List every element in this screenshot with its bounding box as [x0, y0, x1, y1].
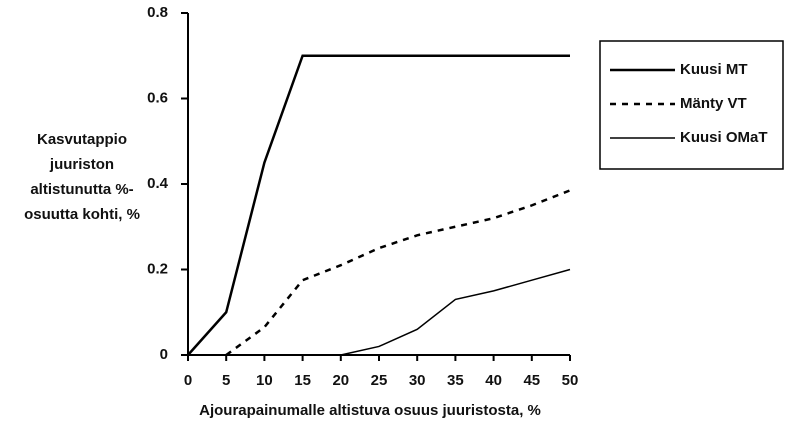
- y-tick-label: 0.6: [147, 89, 168, 106]
- legend-label: Kuusi OMaT: [680, 129, 768, 146]
- x-tick-label: 0: [184, 372, 192, 389]
- y-axis-label: Kasvutappio: [37, 131, 127, 148]
- x-tick-label: 35: [447, 372, 464, 389]
- x-axis-label: Ajourapainumalle altistuva osuus juurist…: [199, 402, 541, 419]
- x-tick-label: 15: [294, 372, 311, 389]
- x-tick-label: 5: [222, 372, 230, 389]
- y-axis-label: osuutta kohti, %: [24, 206, 140, 223]
- x-tick-label: 20: [332, 372, 349, 389]
- x-tick-label: 30: [409, 372, 426, 389]
- y-tick-label: 0.4: [147, 175, 169, 192]
- legend-box: [599, 40, 784, 170]
- series-line: [340, 268, 571, 356]
- x-tick-label: 25: [371, 372, 388, 389]
- series-line: [187, 54, 570, 356]
- y-tick-label: 0: [160, 346, 168, 363]
- x-tick-label: 45: [523, 372, 540, 389]
- y-axis-label: altistunutta %-: [30, 181, 133, 198]
- x-tick-label: 40: [485, 372, 502, 389]
- legend-label: Mänty VT: [680, 95, 747, 112]
- series-line: [225, 189, 571, 357]
- legend-label: Kuusi MT: [680, 61, 748, 78]
- y-tick-label: 0.2: [147, 260, 168, 277]
- x-tick-label: 50: [562, 372, 579, 389]
- y-axis-label: juuriston: [49, 156, 114, 173]
- x-tick-label: 10: [256, 372, 273, 389]
- y-tick-label: 0.8: [147, 4, 168, 21]
